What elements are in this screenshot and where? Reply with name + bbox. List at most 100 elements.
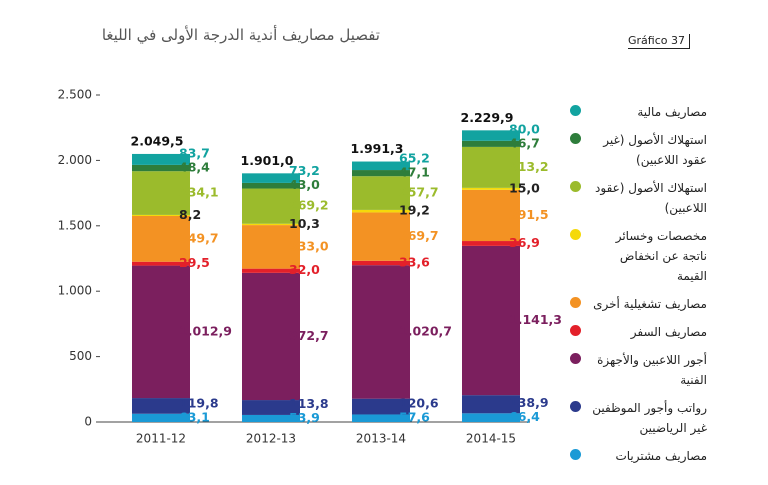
- value-label: 19,2: [399, 203, 430, 218]
- legend-marker: [570, 229, 581, 240]
- value-label: 83,7: [179, 146, 210, 161]
- bar-segment: [132, 413, 190, 422]
- legend-marker: [570, 105, 581, 116]
- y-tick-label: 1.500: [58, 218, 92, 232]
- y-tick-label: 500: [69, 349, 92, 363]
- bar-segment: [132, 171, 190, 215]
- value-label: 48,4: [179, 160, 210, 175]
- value-label: 972,7: [289, 328, 329, 343]
- legend-item: مصاريف السفر: [570, 322, 710, 342]
- value-label: 65,2: [399, 151, 430, 166]
- value-label: 80,0: [509, 121, 540, 136]
- bar-segment: [132, 398, 190, 414]
- value-label: 63,1: [179, 409, 210, 424]
- legend-label: رواتب وأجور الموظفين غير الرياضيين: [592, 401, 707, 435]
- bar-segment: [352, 161, 410, 171]
- value-label: 46,7: [509, 135, 540, 150]
- total-label: 1.901,0: [241, 153, 294, 168]
- legend-item: استهلاك الأصول (غير عقود اللاعبين): [570, 130, 710, 170]
- bar-segment: [462, 245, 520, 396]
- bar-segment: [242, 182, 300, 189]
- legend-item: مصاريف مشتريات: [570, 446, 710, 466]
- value-label: 369,7: [399, 228, 439, 243]
- legend-item: أجور اللاعبين والأجهزة الفنية: [570, 350, 710, 390]
- total-label: 2.049,5: [131, 133, 184, 148]
- bar-segment: [132, 164, 190, 172]
- bar-segment: [462, 130, 520, 141]
- value-label: 333,0: [289, 238, 329, 253]
- bar-segment: [352, 176, 410, 210]
- legend-item: رواتب وأجور الموظفين غير الرياضيين: [570, 398, 710, 438]
- legend-marker: [570, 353, 581, 364]
- bar-segment: [132, 214, 190, 216]
- legend-item: استهلاك الأصول (عقود اللاعبين): [570, 178, 710, 218]
- value-label: 36,9: [509, 235, 540, 250]
- legend-marker: [570, 449, 581, 460]
- legend-label: أجور اللاعبين والأجهزة الفنية: [597, 353, 707, 387]
- bar-segment: [242, 225, 300, 269]
- bar-segment: [352, 209, 410, 213]
- figure-label: Gráfico 37: [628, 34, 690, 49]
- legend-label: مصاريف تشغيلية أخرى: [593, 297, 707, 311]
- value-label: 29,5: [179, 255, 210, 270]
- bar-segment: [352, 170, 410, 177]
- y-tick-label: 2.500: [58, 88, 92, 102]
- value-label: 73,2: [289, 163, 320, 178]
- bar-segment: [242, 223, 300, 226]
- bar-segment: [352, 414, 410, 422]
- value-label: 138,9: [509, 395, 549, 410]
- total-label: 1.991,3: [351, 141, 404, 156]
- value-label: 120,6: [399, 396, 439, 411]
- bar-segment: [132, 153, 190, 165]
- legend-item: مصاريف مالية: [570, 102, 710, 122]
- value-label: 1.141,3: [509, 312, 562, 327]
- value-label: 1.012,9: [179, 323, 232, 338]
- value-label: 334,1: [179, 185, 219, 200]
- bar-segment: [132, 261, 190, 266]
- bar-segment: [462, 146, 520, 188]
- chart-title: تفصيل مصاريف أندية الدرجة الأولى في اللي…: [101, 26, 380, 44]
- value-label: 32,0: [289, 262, 320, 277]
- bar-segment: [462, 395, 520, 414]
- bar-segment: [242, 400, 300, 415]
- value-label: 113,8: [289, 396, 329, 411]
- value-label: 43,0: [289, 177, 320, 192]
- bar-segment: [462, 187, 520, 190]
- x-tick-label: 2013-14: [356, 432, 406, 446]
- x-tick-label: 2014-15: [466, 432, 516, 446]
- bar-segment: [242, 268, 300, 273]
- bar-segment: [352, 212, 410, 261]
- legend-label: استهلاك الأصول (غير عقود اللاعبين): [603, 133, 707, 167]
- legend-label: مخصصات وخسائر ناتجة عن انخفاض القيمة: [615, 229, 707, 283]
- bar-segment: [242, 188, 300, 224]
- legend-marker: [570, 133, 581, 144]
- value-label: 66,4: [509, 409, 540, 424]
- value-label: 15,0: [509, 180, 540, 195]
- value-label: 119,8: [179, 395, 219, 410]
- value-label: 313,2: [509, 159, 549, 174]
- bar-segment: [352, 265, 410, 399]
- bar-segment: [462, 140, 520, 147]
- value-label: 57,6: [399, 410, 430, 425]
- value-label: 257,7: [399, 185, 439, 200]
- bar-segment: [242, 272, 300, 401]
- value-label: 349,7: [179, 230, 219, 245]
- x-tick-label: 2012-13: [246, 432, 296, 446]
- total-label: 2.229,9: [461, 110, 514, 125]
- bar-segment: [242, 414, 300, 422]
- legend-item: مخصصات وخسائر ناتجة عن انخفاض القيمة: [570, 226, 710, 286]
- bar-segment: [352, 398, 410, 415]
- legend: مصاريف مالية استهلاك الأصول (غير عقود الل…: [570, 102, 710, 466]
- bar-segment: [242, 173, 300, 183]
- bar-segment: [462, 413, 520, 422]
- value-label: 53,9: [289, 410, 320, 425]
- legend-label: مصاريف مشتريات: [615, 449, 707, 463]
- x-tick-label: 2011-12: [136, 432, 186, 446]
- value-label: 10,3: [289, 216, 320, 231]
- value-label: 269,2: [289, 198, 329, 213]
- value-label: 8,2: [179, 207, 201, 222]
- legend-item: مصاريف تشغيلية أخرى: [570, 294, 710, 314]
- bar-segment: [132, 215, 190, 262]
